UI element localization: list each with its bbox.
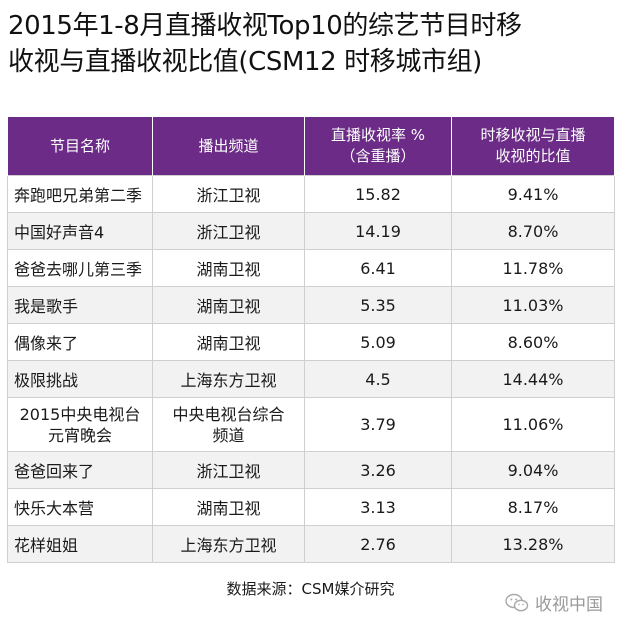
cell-program-name-line: 快乐大本营 — [14, 499, 95, 518]
cell-live-rating: 3.79 — [304, 397, 452, 452]
header-live-rating: 直播收视率 % （含重播） — [304, 117, 452, 176]
table-row: 花样姐姐 上海东方卫视 2.76 13.28% — [7, 525, 615, 563]
cell-program-name-line: 我是歌手 — [14, 297, 79, 316]
cell-timeshift-ratio: 11.06% — [451, 397, 615, 452]
cell-program-name-line: 极限挑战 — [14, 371, 79, 390]
cell-program-name: 花样姐姐 — [7, 525, 153, 563]
cell-live-rating: 2.76 — [304, 525, 452, 563]
cell-program-name-line: 元宵晚会 — [47, 425, 112, 445]
cell-timeshift-ratio: 9.41% — [451, 175, 615, 213]
cell-channel-line: 湖南卫视 — [196, 334, 261, 353]
cell-live-rating: 6.41 — [304, 249, 452, 287]
table-row: 2015中央电视台 元宵晚会 中央电视台综合 频道 3.79 11.06% — [7, 397, 615, 452]
cell-timeshift-ratio: 9.04% — [451, 451, 615, 489]
header-channel: 播出频道 — [152, 117, 305, 176]
brand-label: 收视中国 — [535, 595, 603, 615]
title-line-1: 2015年1-8月直播收视Top10的综艺节目时移 — [8, 11, 522, 41]
cell-program-name-line: 爸爸回来了 — [14, 462, 95, 481]
cell-channel: 湖南卫视 — [152, 249, 305, 287]
cell-live-rating: 15.82 — [304, 175, 452, 213]
cell-program-name: 极限挑战 — [7, 360, 153, 398]
table-row: 偶像来了 湖南卫视 5.09 8.60% — [7, 323, 615, 361]
cell-live-rating: 5.09 — [304, 323, 452, 361]
table-header-row: 节目名称 播出频道 直播收视率 % （含重播） 时移收视与直播 收视的比值 — [7, 117, 615, 176]
cell-live-rating: 5.35 — [304, 286, 452, 324]
cell-channel-line: 中央电视台综合 — [172, 404, 285, 424]
cell-channel: 浙江卫视 — [152, 451, 305, 489]
cell-live-rating: 3.26 — [304, 451, 452, 489]
cell-program-name-line: 花样姐姐 — [14, 536, 79, 555]
cell-program-name-line: 偶像来了 — [14, 334, 79, 353]
header-timeshift-ratio: 时移收视与直播 收视的比值 — [451, 117, 615, 176]
data-source: 数据来源：CSM媒介研究 — [226, 580, 395, 598]
cell-program-name: 快乐大本营 — [7, 488, 153, 526]
cell-live-rating: 3.13 — [304, 488, 452, 526]
cell-channel-line: 湖南卫视 — [196, 499, 261, 518]
page-title: 2015年1-8月直播收视Top10的综艺节目时移 收视与直播收视比值(CSM1… — [8, 8, 614, 80]
title-line-2: 收视与直播收视比值(CSM12 时移城市组) — [8, 47, 482, 77]
cell-channel: 上海东方卫视 — [152, 360, 305, 398]
cell-timeshift-ratio: 14.44% — [451, 360, 615, 398]
cell-program-name: 我是歌手 — [7, 286, 153, 324]
table-row: 我是歌手 湖南卫视 5.35 11.03% — [7, 286, 615, 324]
table-row: 极限挑战 上海东方卫视 4.5 14.44% — [7, 360, 615, 398]
cell-channel-line: 湖南卫视 — [196, 297, 261, 316]
cell-program-name: 爸爸回来了 — [7, 451, 153, 489]
cell-channel: 浙江卫视 — [152, 175, 305, 213]
cell-program-name-line: 2015中央电视台 — [19, 404, 141, 424]
cell-channel-line: 上海东方卫视 — [180, 536, 277, 555]
cell-program-name-line: 奔跑吧兄弟第二季 — [14, 186, 143, 205]
cell-channel-line: 湖南卫视 — [196, 260, 261, 279]
cell-timeshift-ratio: 8.60% — [451, 323, 615, 361]
cell-program-name: 2015中央电视台 元宵晚会 — [7, 397, 153, 452]
cell-channel-line: 浙江卫视 — [196, 186, 261, 205]
cell-live-rating: 4.5 — [304, 360, 452, 398]
cell-channel-line: 频道 — [212, 425, 245, 445]
table-row: 中国好声音4 浙江卫视 14.19 8.70% — [7, 212, 615, 250]
cell-program-name-line: 爸爸去哪儿第三季 — [14, 260, 143, 279]
cell-channel-line: 浙江卫视 — [196, 462, 261, 481]
brand-watermark: 收视中国 — [505, 590, 603, 615]
cell-program-name: 中国好声音4 — [7, 212, 153, 250]
table-row: 奔跑吧兄弟第二季 浙江卫视 15.82 9.41% — [7, 175, 615, 213]
cell-timeshift-ratio: 13.28% — [451, 525, 615, 563]
cell-program-name: 爸爸去哪儿第三季 — [7, 249, 153, 287]
cell-program-name: 偶像来了 — [7, 323, 153, 361]
cell-timeshift-ratio: 11.78% — [451, 249, 615, 287]
table-row: 爸爸去哪儿第三季 湖南卫视 6.41 11.78% — [7, 249, 615, 287]
cell-live-rating: 14.19 — [304, 212, 452, 250]
table-row: 快乐大本营 湖南卫视 3.13 8.17% — [7, 488, 615, 526]
wechat-icon — [505, 593, 529, 613]
cell-timeshift-ratio: 11.03% — [451, 286, 615, 324]
cell-channel: 湖南卫视 — [152, 286, 305, 324]
cell-program-name-line: 中国好声音4 — [14, 223, 105, 242]
ratings-table: 节目名称 播出频道 直播收视率 % （含重播） 时移收视与直播 收视的比值 奔跑… — [7, 117, 615, 563]
cell-channel: 中央电视台综合 频道 — [152, 397, 305, 452]
cell-channel-line: 上海东方卫视 — [180, 371, 277, 390]
cell-timeshift-ratio: 8.17% — [451, 488, 615, 526]
cell-timeshift-ratio: 8.70% — [451, 212, 615, 250]
cell-channel: 浙江卫视 — [152, 212, 305, 250]
table-row: 爸爸回来了 浙江卫视 3.26 9.04% — [7, 451, 615, 489]
cell-channel-line: 浙江卫视 — [196, 223, 261, 242]
cell-program-name: 奔跑吧兄弟第二季 — [7, 175, 153, 213]
cell-channel: 湖南卫视 — [152, 323, 305, 361]
cell-channel: 湖南卫视 — [152, 488, 305, 526]
cell-channel: 上海东方卫视 — [152, 525, 305, 563]
header-program-name: 节目名称 — [7, 117, 153, 176]
